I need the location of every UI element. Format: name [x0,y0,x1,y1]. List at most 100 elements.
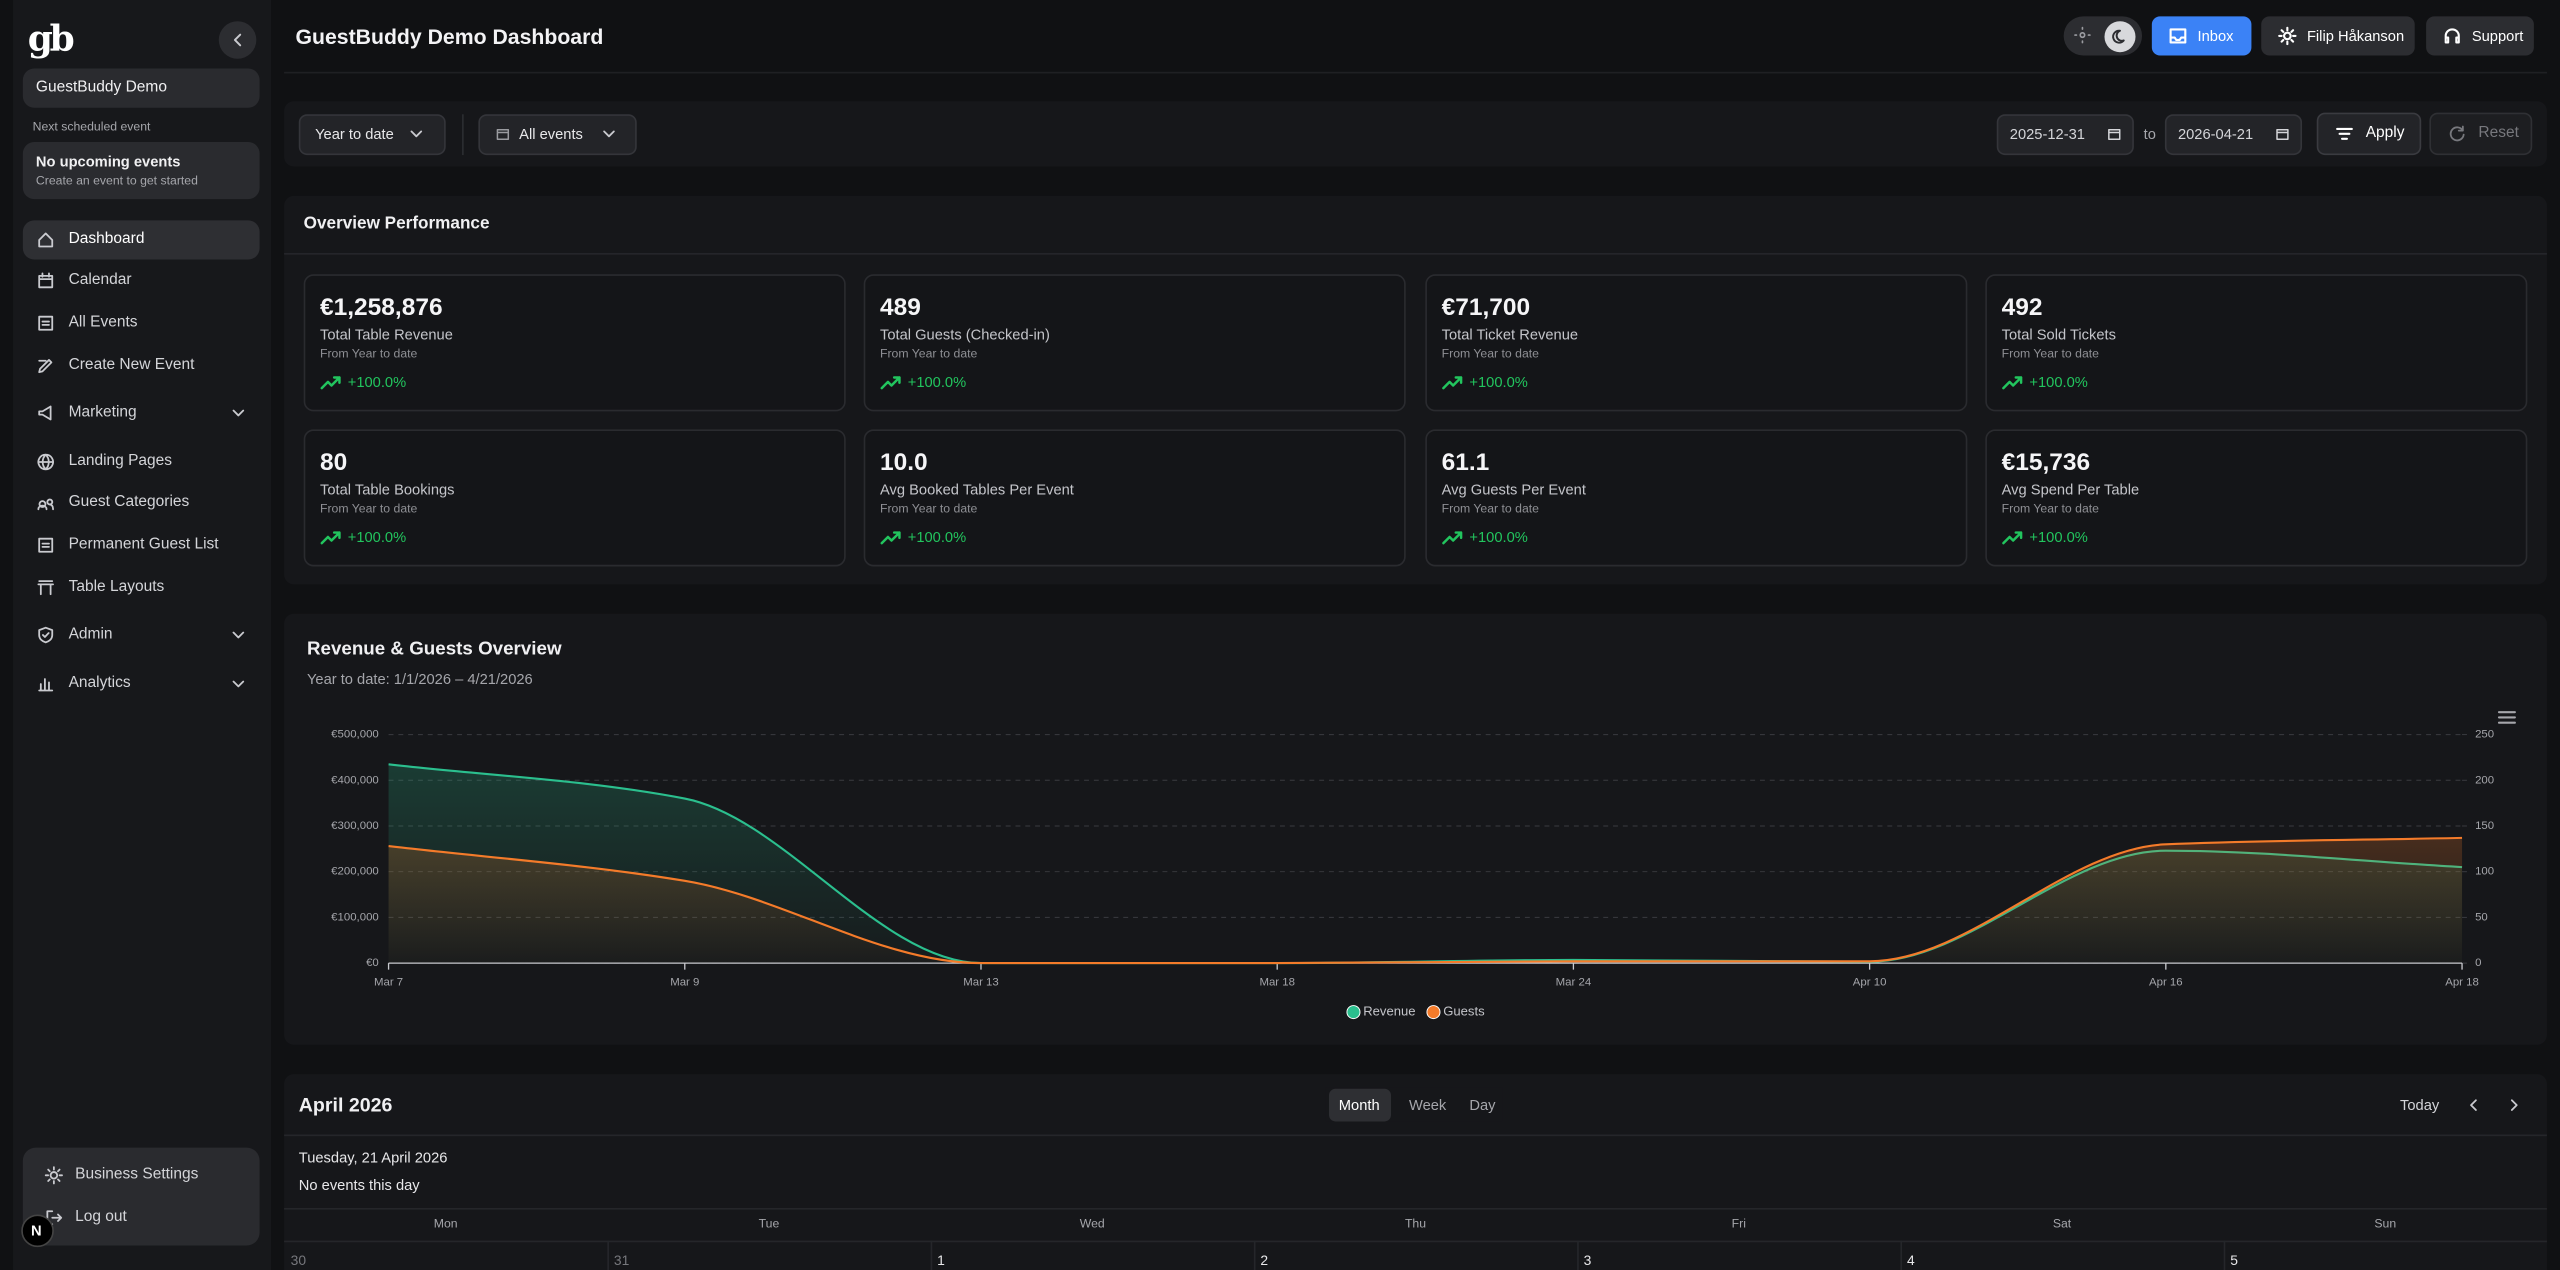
nav-item[interactable] [23,304,260,343]
icon [232,631,245,639]
stat-sub: From Year to date [879,501,978,517]
period-label: Year to date [315,124,394,142]
nav-item[interactable] [23,664,260,703]
stat-sub: From Year to date [2001,501,2099,517]
icon-path [2002,376,2023,390]
icon [38,359,53,374]
icon [38,537,54,553]
y2-tick-label: 250 [2475,729,2494,741]
calendar-title: April 2026 [298,1093,393,1117]
nav-item[interactable] [23,393,260,432]
icon [37,580,54,596]
stat-change: +100.0% [347,373,407,390]
y-tick-label: €300,000 [331,820,379,832]
view-button[interactable] [1328,1088,1392,1122]
reset-label: Reset [2478,124,2519,143]
nav-active [22,220,260,260]
stat-card [1985,274,2528,412]
stat-label: Total Table Revenue [320,325,453,342]
icon-path [2444,28,2460,44]
stat-card [1425,429,1968,567]
y2-tick-label: 0 [2475,957,2481,969]
reset-button[interactable] [2429,112,2533,156]
series-area [388,837,2463,964]
icon [2112,29,2125,44]
icon [44,1166,63,1185]
calendar-col-line [2223,1240,2226,1270]
date-to-value: 2026-04-21 [2177,124,2254,142]
icon-path [1442,531,1463,545]
header-button[interactable] [2261,16,2415,56]
weekday-label: Tue [758,1216,780,1231]
next-sub: Create an event to get started [35,173,198,189]
avatar-letter: N [31,1221,42,1239]
icon [37,453,54,471]
header-button[interactable] [2151,16,2252,56]
calendar-empty: No events this day [298,1176,420,1193]
page-title: GuestBuddy Demo Dashboard [295,23,604,49]
apply-label: Apply [2365,124,2405,143]
footer-item[interactable] [33,1200,249,1236]
header-button-label: Inbox [2197,26,2234,44]
icon [38,626,54,644]
icon-path [2169,28,2187,44]
view-label: Week [1408,1096,1447,1113]
events-label: All events [519,124,583,142]
apply-button[interactable] [2316,112,2422,156]
nav-label: Create New Event [68,356,195,375]
x-tick-label: Mar 13 [963,977,999,989]
stat-value: €1,258,876 [320,293,443,321]
icon-path [38,537,54,553]
nav-item[interactable] [23,615,260,654]
stat-sub: From Year to date [320,346,418,362]
date-from[interactable] [1996,114,2134,156]
toggle-knob [2104,21,2136,53]
next-title: No upcoming events [35,152,181,169]
icon [37,498,54,511]
icon-path [880,531,901,545]
icon-path [38,359,53,374]
x-tick-label: Mar 18 [1259,977,1295,989]
day-number: 1 [937,1251,945,1268]
logo: gb [27,17,75,61]
icon [2510,1099,2518,1111]
collapse-button[interactable] [218,21,257,59]
header-button-label: Filip Håkanson [2306,26,2405,44]
icon [2002,531,2023,545]
nav-item[interactable] [23,261,260,300]
nav-label: Admin [68,625,113,644]
calendar-divider [284,1240,2547,1243]
next-label: Next scheduled event [32,119,151,135]
icon [880,376,901,390]
icon-path [233,33,242,47]
day-number: 31 [613,1251,630,1268]
stat-change: +100.0% [347,528,407,545]
icon-path [2002,531,2023,545]
icon-path [2278,26,2297,46]
x-tick-label: Apr 16 [2149,977,2183,989]
nav-label: Permanent Guest List [68,535,219,554]
weekday-label: Mon [433,1216,458,1231]
brand-box[interactable] [22,68,260,108]
nav-label: All Events [68,313,138,332]
stat-value: 10.0 [879,448,928,476]
y-tick-label: €500,000 [331,729,379,741]
icon-path [2510,1099,2518,1111]
header-button[interactable] [2426,16,2534,56]
date-to[interactable] [2164,114,2303,156]
footer-label: Log out [75,1208,127,1227]
stat-change: +100.0% [907,373,967,390]
y2-tick-label: 150 [2475,820,2494,832]
y2-tick-label: 100 [2475,866,2494,878]
view-label: Day [1469,1096,1496,1113]
period-select[interactable] [298,114,446,156]
icon-path [37,580,54,596]
icon [2470,1099,2477,1111]
stat-card [303,429,846,567]
y-tick-label: €100,000 [331,911,379,923]
calendar-col-line [1253,1240,1256,1270]
stat-value: 492 [2001,293,2043,321]
icon-path [603,130,615,138]
nav-label: Analytics [68,674,131,693]
